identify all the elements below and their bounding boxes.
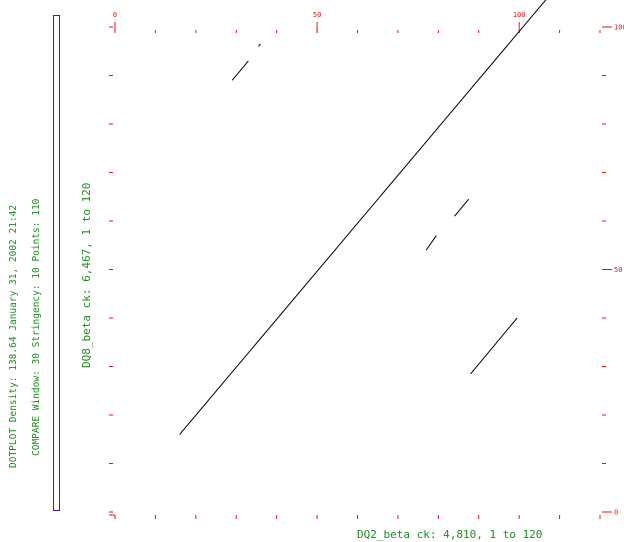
match-segment xyxy=(258,43,261,47)
x-tick-label: 50 xyxy=(313,11,321,19)
match-segment xyxy=(231,60,249,81)
match-segment xyxy=(425,235,437,251)
x-tick-label: 100 xyxy=(513,11,526,19)
dot-segments xyxy=(179,0,547,435)
y-tick-label: 50 xyxy=(614,266,622,274)
match-segment xyxy=(470,317,518,375)
x-tick-label: 0 xyxy=(113,11,117,19)
x-axis-label: DQ2_beta ck: 4,810, 1 to 120 xyxy=(357,528,543,541)
axes: 0 50 100 0 50 100 xyxy=(109,11,624,519)
y-tick-label: 100 xyxy=(614,24,624,32)
match-segment xyxy=(179,0,547,435)
y-tick-label: 0 xyxy=(614,509,618,517)
compare-parameters-text: COMPARE Window: 30 Stringency: 10 Points… xyxy=(31,198,42,456)
density-info-text: DOTPLOT Density: 138.64 January 31, 2002… xyxy=(8,204,19,468)
density-scale-bar xyxy=(53,15,60,511)
y-axis-label: DQ8_beta ck: 6,467, 1 to 120 xyxy=(80,182,93,368)
match-segment xyxy=(454,198,470,217)
